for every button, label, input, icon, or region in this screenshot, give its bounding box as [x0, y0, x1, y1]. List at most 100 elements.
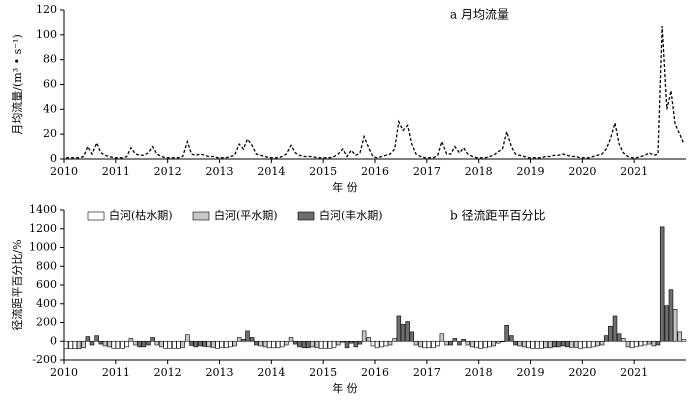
bar: [176, 340, 181, 349]
bar: [418, 340, 423, 348]
bar: [461, 339, 466, 342]
bar: [625, 340, 631, 348]
bar: [595, 340, 600, 347]
legend-label: 白河(枯水期): [109, 208, 173, 222]
bar: [496, 340, 501, 344]
y-axis-label: 月均流量/(m³ • s⁻¹): [10, 34, 24, 134]
bar: [68, 340, 73, 350]
x-tick-label: 2010: [50, 366, 78, 379]
bar: [578, 340, 583, 349]
x-tick-label: 2021: [620, 165, 648, 178]
bar: [483, 340, 488, 349]
bar: [159, 340, 164, 348]
y-tick-label: 0: [50, 152, 57, 165]
bar: [141, 340, 147, 348]
bar: [133, 340, 138, 346]
bar: [63, 340, 69, 350]
bar: [292, 340, 298, 345]
bar: [297, 340, 302, 348]
bar: [582, 340, 587, 349]
bar: [279, 340, 285, 348]
x-tick-label: 2011: [102, 366, 130, 379]
bar: [111, 340, 117, 349]
y-tick-label: 20: [43, 127, 57, 140]
bar: [534, 340, 540, 349]
bar: [193, 340, 198, 348]
bar: [448, 340, 453, 346]
bar: [491, 340, 496, 347]
legend-swatch: [87, 211, 105, 221]
y-axis-label: 径流距平百分比/%: [10, 239, 24, 330]
x-tick-label: 2015: [309, 366, 337, 379]
bar: [668, 289, 674, 342]
bar: [370, 340, 376, 347]
bar: [599, 340, 605, 346]
bar: [318, 340, 324, 349]
bar: [642, 340, 648, 346]
chart-title: b 径流距平百分比: [450, 209, 546, 223]
y-tick-label: 200: [36, 316, 57, 329]
y-tick-label: 600: [36, 278, 57, 291]
bar: [185, 334, 190, 342]
bar: [590, 340, 596, 348]
bar: [85, 336, 91, 342]
bar: [124, 340, 129, 348]
bar: [81, 340, 86, 349]
bar: [387, 340, 393, 346]
bar: [457, 340, 462, 346]
x-tick-label: 2019: [517, 366, 545, 379]
y-tick-label: 1400: [29, 203, 57, 216]
bar: [254, 340, 259, 346]
bar: [426, 340, 432, 349]
bar: [275, 340, 281, 349]
y-tick-label: 80: [43, 53, 57, 66]
x-tick-label: 2021: [620, 366, 648, 379]
bar: [664, 305, 670, 342]
bar: [107, 340, 112, 348]
bar: [241, 339, 246, 342]
bar: [335, 340, 341, 346]
y-tick-label: 40: [43, 102, 57, 115]
bar: [258, 340, 263, 347]
bar: [655, 340, 661, 346]
bar: [236, 337, 242, 342]
bar: [348, 340, 354, 344]
bar: [245, 330, 250, 342]
bar: [431, 340, 436, 349]
legend-swatch: [192, 211, 210, 221]
bar: [72, 340, 78, 350]
bar: [150, 337, 155, 342]
x-tick-label: 2017: [413, 165, 441, 178]
bar: [478, 340, 483, 349]
legend-label: 白河(丰水期): [319, 208, 383, 222]
y-tick-label: -200: [32, 353, 57, 366]
bar: [539, 340, 544, 349]
bar: [102, 340, 108, 347]
bar: [198, 340, 203, 347]
bar: [322, 340, 328, 349]
bar: [211, 340, 216, 348]
y-tick-label: 1200: [29, 222, 57, 235]
bar: [167, 340, 172, 349]
bar: [379, 340, 384, 348]
bar: [94, 335, 99, 342]
bar: [366, 337, 372, 342]
bar: [202, 340, 207, 347]
x-tick-label: 2018: [465, 165, 493, 178]
bar: [556, 340, 561, 348]
bar: [474, 340, 479, 349]
legend-swatch: [297, 211, 315, 221]
bar: [154, 340, 160, 346]
x-tick-label: 2017: [413, 366, 441, 379]
bar: [267, 340, 272, 349]
bar: [137, 340, 142, 348]
flow-line: [66, 26, 685, 159]
bar: [586, 340, 592, 349]
bar: [633, 340, 639, 348]
bar: [465, 340, 471, 346]
bar: [89, 340, 95, 346]
bar: [301, 340, 307, 349]
bar: [310, 340, 315, 348]
bar: [470, 340, 475, 348]
x-tick-label: 2014: [257, 165, 285, 178]
